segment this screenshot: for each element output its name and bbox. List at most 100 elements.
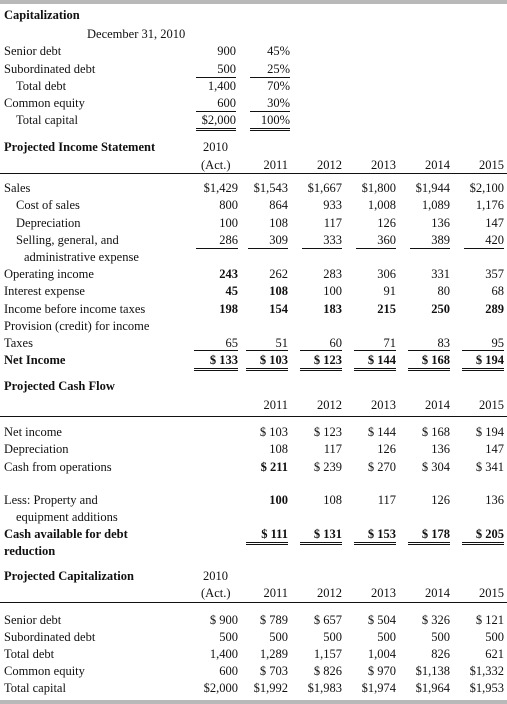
- income-subtotal-rule: [464, 248, 504, 249]
- cashflow-year-2015: 2015: [479, 398, 504, 412]
- income-cell: $ 103: [259, 353, 288, 367]
- income-cell: 136: [431, 216, 450, 230]
- income-label-income-before-taxes: Income before income taxes: [4, 302, 146, 316]
- cap-label-subordinated-debt: Subordinated debt: [4, 62, 96, 76]
- cashflow-cell: $ 304: [421, 460, 450, 474]
- cashflow-cell: 117: [323, 442, 342, 456]
- income-cell: 243: [219, 267, 238, 281]
- income-cell: 80: [437, 284, 451, 298]
- cashflow-double-rule: [300, 542, 342, 543]
- income-cell: $ 168: [421, 353, 450, 367]
- income-net-rule: [300, 350, 342, 351]
- cashflow-cell: $ 103: [259, 425, 288, 439]
- cashflow-double-rule: [408, 544, 450, 545]
- income-cell: 1,089: [421, 198, 450, 212]
- income-net-rule: [246, 350, 288, 351]
- income-year-2012: 2012: [317, 158, 342, 172]
- projcap-cell: 600: [219, 664, 238, 678]
- income-cell: 1,176: [475, 198, 504, 212]
- projcap-cell: $1,992: [253, 681, 288, 695]
- cashflow-cell: $ 194: [475, 425, 504, 439]
- income-cell: 331: [431, 267, 450, 281]
- cap-pct-rule-2: [250, 111, 290, 112]
- income-subtotal-rule: [248, 248, 288, 249]
- cashflow-double-rule: [354, 544, 396, 545]
- income-cell: 100: [323, 284, 342, 298]
- projcap-label-total-debt: Total debt: [4, 647, 55, 661]
- projcap-cell: 1,157: [313, 647, 342, 661]
- income-subtotal-rule: [302, 248, 342, 249]
- income-cell: 1,008: [367, 198, 396, 212]
- projcap-cell: $ 657: [313, 613, 342, 627]
- projcap-cell: $ 826: [313, 664, 342, 678]
- cap-label-senior-debt: Senior debt: [4, 44, 62, 58]
- income-cell: 283: [323, 267, 342, 281]
- cashflow-double-rule: [300, 544, 342, 545]
- projcap-cell: $1,983: [307, 681, 342, 695]
- cashflow-label-cash-available: Cash available for debt: [4, 527, 128, 541]
- income-cell: 117: [323, 216, 342, 230]
- projcap-cell: $ 900: [209, 613, 238, 627]
- income-double-rule: [354, 368, 396, 369]
- income-label-depreciation: Depreciation: [16, 216, 81, 230]
- income-double-rule: [246, 368, 288, 369]
- cap-amount-rule-2: [196, 111, 236, 112]
- income-cell: 108: [269, 216, 288, 230]
- cashflow-cell: 126: [431, 493, 450, 507]
- cashflow-double-rule: [462, 544, 504, 545]
- projcap-cell: 500: [323, 630, 342, 644]
- projcap-actual-label: (Act.): [201, 586, 231, 600]
- income-cell: 71: [383, 336, 397, 350]
- cashflow-cell: $ 123: [313, 425, 342, 439]
- cashflow-double-rule: [246, 542, 288, 543]
- cashflow-cell: $ 341: [475, 460, 504, 474]
- projcap-cell: $1,138: [415, 664, 450, 678]
- income-year-2013: 2013: [371, 158, 396, 172]
- income-year-2014: 2014: [425, 158, 450, 172]
- income-double-rule: [408, 370, 450, 371]
- income-double-rule: [462, 368, 504, 369]
- income-cell: 250: [431, 302, 450, 316]
- cap-label-common-equity: Common equity: [4, 96, 85, 110]
- cap-amount-double-rule-b: [196, 130, 236, 131]
- income-cell: $ 144: [367, 353, 396, 367]
- income-label-taxes: Taxes: [4, 336, 33, 350]
- cashflow-header-rule: [0, 416, 507, 417]
- cap-pct-double-rule-b: [250, 130, 290, 131]
- income-double-rule: [300, 368, 342, 369]
- income-cell: $ 123: [313, 353, 342, 367]
- income-cell: 147: [485, 216, 504, 230]
- income-cell: 289: [485, 302, 504, 316]
- income-header-rule: [0, 173, 507, 174]
- projcap-label-common-equity: Common equity: [4, 664, 85, 678]
- cashflow-label-depreciation: Depreciation: [4, 442, 69, 456]
- projcap-header-rule: [0, 602, 507, 603]
- capitalization-date: December 31, 2010: [87, 27, 186, 41]
- income-cell: 65: [225, 336, 239, 350]
- cashflow-cell: 117: [377, 493, 396, 507]
- cashflow-cell: $ 131: [313, 527, 342, 541]
- income-net-rule: [194, 350, 238, 351]
- income-label-provision: Provision (credit) for income: [4, 319, 150, 333]
- cashflow-year-2014: 2014: [425, 398, 450, 412]
- projcap-year-2015: 2015: [479, 586, 504, 600]
- income-double-rule: [194, 370, 238, 371]
- cashflow-cell: 126: [377, 442, 396, 456]
- projcap-cell: $ 121: [475, 613, 504, 627]
- projcap-year-2014: 2014: [425, 586, 450, 600]
- income-cell: $1,667: [307, 181, 342, 195]
- income-cell: 126: [377, 216, 396, 230]
- income-label-net-income: Net Income: [4, 353, 66, 367]
- income-label-sales: Sales: [4, 181, 31, 195]
- projcap-cell: $ 789: [259, 613, 288, 627]
- income-cell: 357: [485, 267, 504, 281]
- projcap-cell: 500: [219, 630, 238, 644]
- income-cell: 83: [437, 336, 451, 350]
- cap-amount-total-capital: $2,000: [201, 113, 236, 127]
- income-cell: 51: [275, 336, 289, 350]
- projcap-cell: $2,000: [203, 681, 238, 695]
- cap-pct-common-equity: 30%: [267, 96, 290, 110]
- income-cell: 108: [269, 284, 288, 298]
- projcap-cell: $ 703: [259, 664, 288, 678]
